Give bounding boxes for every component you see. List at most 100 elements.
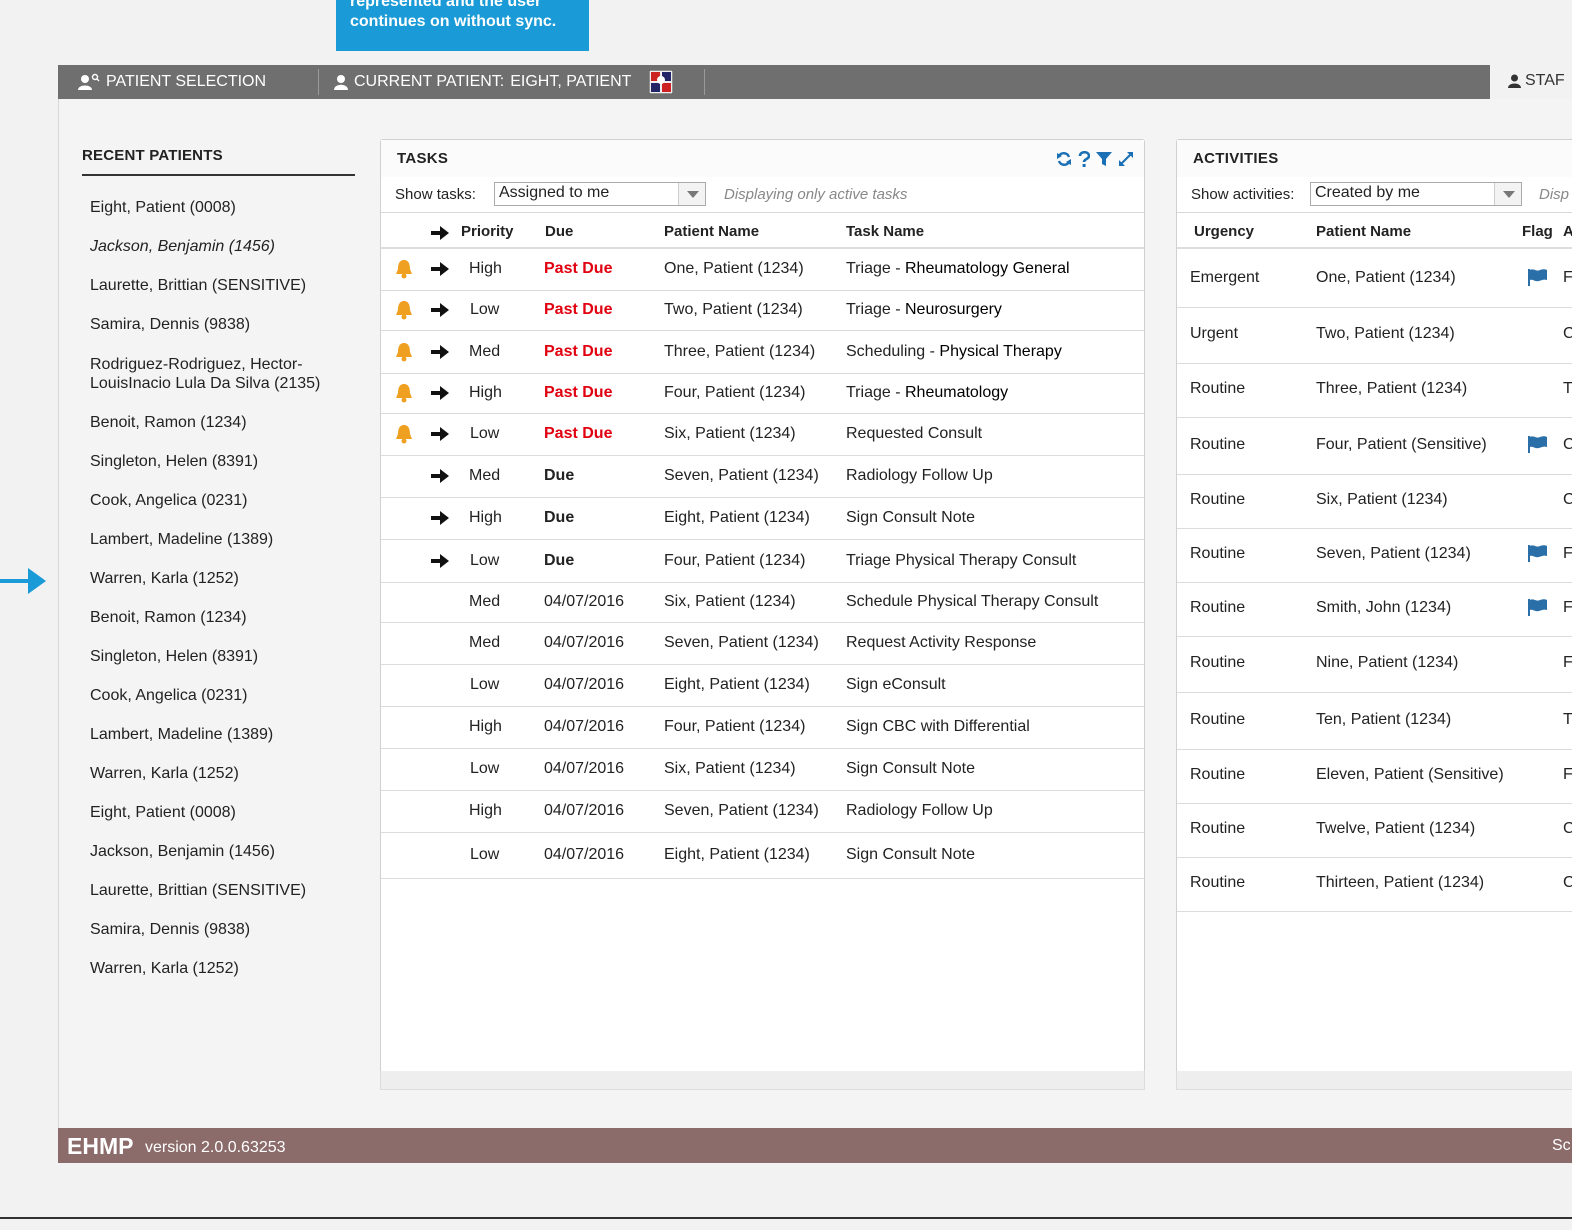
- task-row[interactable]: Med Past Due Three, Patient (1234) Scheduli…: [381, 330, 1144, 374]
- activity-row[interactable]: Urgent Two, Patient (1234) C: [1177, 307, 1572, 364]
- recent-patient-item[interactable]: Jackson, Benjamin (1456): [90, 238, 275, 255]
- task-row[interactable]: Low Past Due Two, Patient (1234) Triage - N…: [381, 290, 1144, 331]
- arrow-right-icon[interactable]: [431, 469, 449, 483]
- recent-patient-item[interactable]: Eight, Patient (0008): [90, 804, 236, 821]
- activity-row[interactable]: Routine Thirteen, Patient (1234) C: [1177, 857, 1572, 912]
- activity-patient-name: Smith, John (1234): [1316, 599, 1452, 616]
- col-task-name[interactable]: Task Name: [846, 223, 925, 240]
- task-row[interactable]: Low Past Due Six, Patient (1234) Requested …: [381, 413, 1144, 456]
- recent-patient-item[interactable]: Lambert, Madeline (1389): [90, 726, 274, 743]
- task-row[interactable]: Med Due Seven, Patient (1234) Radiology Fol…: [381, 455, 1144, 498]
- arrow-right-icon[interactable]: [431, 427, 449, 441]
- patient-photo-icon[interactable]: [649, 70, 674, 94]
- tasks-toolbar: [1056, 151, 1134, 167]
- recent-patient-item[interactable]: Warren, Karla (1252): [90, 570, 239, 587]
- recent-patient-item[interactable]: Cook, Angelica (0231): [90, 687, 248, 704]
- col-flag[interactable]: Flag: [1522, 223, 1553, 240]
- task-due: 04/07/2016: [544, 593, 625, 610]
- recent-patient-item[interactable]: Benoit, Ramon (1234): [90, 414, 247, 431]
- task-row[interactable]: Low 04/07/2016 Six, Patient (1234) Sign Con…: [381, 748, 1144, 791]
- activity-patient-name: Two, Patient (1234): [1316, 325, 1455, 342]
- task-name: Scheduling - Physical Therapy: [846, 343, 1062, 360]
- recent-patient-item[interactable]: Eight, Patient (0008): [90, 199, 236, 216]
- task-row[interactable]: Med 04/07/2016 Six, Patient (1234) Schedule…: [381, 582, 1144, 623]
- current-patient-tab[interactable]: CURRENT PATIENT: EIGHT, PATIENT: [334, 65, 674, 99]
- activity-row[interactable]: Routine Six, Patient (1234) C: [1177, 474, 1572, 529]
- divider: [318, 69, 319, 95]
- recent-patient-item[interactable]: Jackson, Benjamin (1456): [90, 843, 275, 860]
- task-name-detail: Rheumatology: [904, 384, 1009, 401]
- recent-patient-item[interactable]: Samira, Dennis (9838): [90, 921, 251, 938]
- task-row[interactable]: Low 04/07/2016 Eight, Patient (1234) Sign e…: [381, 664, 1144, 707]
- task-patient-name: Four, Patient (1234): [664, 718, 806, 735]
- refresh-icon[interactable]: [1056, 151, 1072, 167]
- expand-icon[interactable]: [1118, 151, 1134, 167]
- recent-patient-item[interactable]: Laurette, Brittian (SENSITIVE): [90, 277, 307, 294]
- activity-row[interactable]: Routine Eleven, Patient (Sensitive) F: [1177, 749, 1572, 804]
- task-due: Past Due: [544, 301, 613, 318]
- recent-patient-item[interactable]: Laurette, Brittian (SENSITIVE): [90, 882, 307, 899]
- activity-row[interactable]: Routine Four, Patient (Sensitive) C: [1177, 417, 1572, 475]
- activity-row[interactable]: Routine Nine, Patient (1234) F: [1177, 636, 1572, 693]
- arrow-right-icon[interactable]: [431, 511, 449, 525]
- task-row[interactable]: Low Due Four, Patient (1234) Triage Physica…: [381, 539, 1144, 583]
- activity-urgency: Routine: [1190, 436, 1246, 453]
- task-row[interactable]: High Past Due One, Patient (1234) Triage - …: [381, 248, 1144, 291]
- activity-urgency: Emergent: [1190, 269, 1260, 286]
- recent-patient-item[interactable]: Singleton, Helen (8391): [90, 648, 259, 665]
- recent-patient-item[interactable]: Samira, Dennis (9838): [90, 316, 251, 333]
- activity-row[interactable]: Routine Seven, Patient (1234) F: [1177, 528, 1572, 583]
- col-priority[interactable]: Priority: [461, 223, 514, 240]
- arrow-right-icon[interactable]: [431, 262, 449, 276]
- recent-patient-item[interactable]: Warren, Karla (1252): [90, 960, 239, 977]
- tasks-header: TASKS: [381, 140, 1144, 178]
- task-due: Due: [544, 552, 575, 569]
- task-row[interactable]: High 04/07/2016 Four, Patient (1234) Sign C…: [381, 706, 1144, 749]
- col-urgency[interactable]: Urgency: [1194, 223, 1255, 240]
- col-activity-patient-name[interactable]: Patient Name: [1316, 223, 1412, 240]
- arrow-right-icon[interactable]: [431, 554, 449, 568]
- task-row[interactable]: High Due Eight, Patient (1234) Sign Consult…: [381, 497, 1144, 540]
- show-tasks-select[interactable]: Assigned to me: [494, 182, 706, 206]
- filter-icon[interactable]: [1096, 151, 1112, 167]
- col-next[interactable]: A: [1563, 223, 1572, 240]
- arrow-right-icon[interactable]: [431, 386, 449, 400]
- activity-patient-name: Eleven, Patient (Sensitive): [1316, 766, 1504, 783]
- task-due: 04/07/2016: [544, 676, 625, 693]
- recent-patient-item[interactable]: Cook, Angelica (0231): [90, 492, 248, 509]
- arrow-right-icon: [431, 226, 449, 240]
- activities-filter-note: Disp: [1539, 186, 1570, 203]
- col-patient-name[interactable]: Patient Name: [664, 223, 760, 240]
- activity-row[interactable]: Routine Twelve, Patient (1234) C: [1177, 803, 1572, 858]
- task-row[interactable]: High 04/07/2016 Seven, Patient (1234) Radio…: [381, 790, 1144, 833]
- staff-icon: [1508, 74, 1521, 88]
- task-row[interactable]: High Past Due Four, Patient (1234) Triage -…: [381, 373, 1144, 414]
- staff-menu[interactable]: STAF: [1508, 72, 1565, 90]
- recent-patient-item[interactable]: Singleton, Helen (8391): [90, 453, 259, 470]
- show-activities-select[interactable]: Created by me: [1310, 182, 1522, 206]
- arrow-right-icon[interactable]: [431, 303, 449, 317]
- activity-row[interactable]: Emergent One, Patient (1234) F: [1177, 250, 1572, 308]
- help-icon[interactable]: [1078, 151, 1090, 167]
- task-row[interactable]: Low 04/07/2016 Eight, Patient (1234) Sign C…: [381, 832, 1144, 879]
- task-patient-name: Six, Patient (1234): [664, 593, 796, 610]
- arrow-right-icon[interactable]: [431, 345, 449, 359]
- task-priority: Low: [470, 425, 500, 442]
- task-name-detail: Physical Therapy: [939, 343, 1062, 360]
- show-activities-label: Show activities:: [1191, 186, 1295, 203]
- divider: [704, 69, 705, 95]
- col-due[interactable]: Due: [545, 223, 574, 240]
- recent-patient-item[interactable]: Lambert, Madeline (1389): [90, 531, 274, 548]
- activity-urgency: Routine: [1190, 380, 1246, 397]
- patient-selection-tab[interactable]: PATIENT SELECTION: [78, 65, 266, 99]
- activity-row[interactable]: Routine Three, Patient (1234) T: [1177, 363, 1572, 418]
- activity-row[interactable]: Routine Ten, Patient (1234) T: [1177, 692, 1572, 750]
- task-row[interactable]: Med 04/07/2016 Seven, Patient (1234) Reques…: [381, 622, 1144, 665]
- recent-patient-item[interactable]: Rodriguez-Rodriguez, Hector- LouisInacio…: [90, 356, 321, 392]
- task-due: 04/07/2016: [544, 802, 625, 819]
- activity-row[interactable]: Routine Smith, John (1234) F: [1177, 582, 1572, 637]
- activities-panel: ACTIVITIES Show activities: Created by m…: [1176, 139, 1572, 1073]
- recent-patient-item[interactable]: Warren, Karla (1252): [90, 765, 239, 782]
- recent-patient-item[interactable]: Benoit, Ramon (1234): [90, 609, 247, 626]
- task-due: Past Due: [544, 425, 613, 442]
